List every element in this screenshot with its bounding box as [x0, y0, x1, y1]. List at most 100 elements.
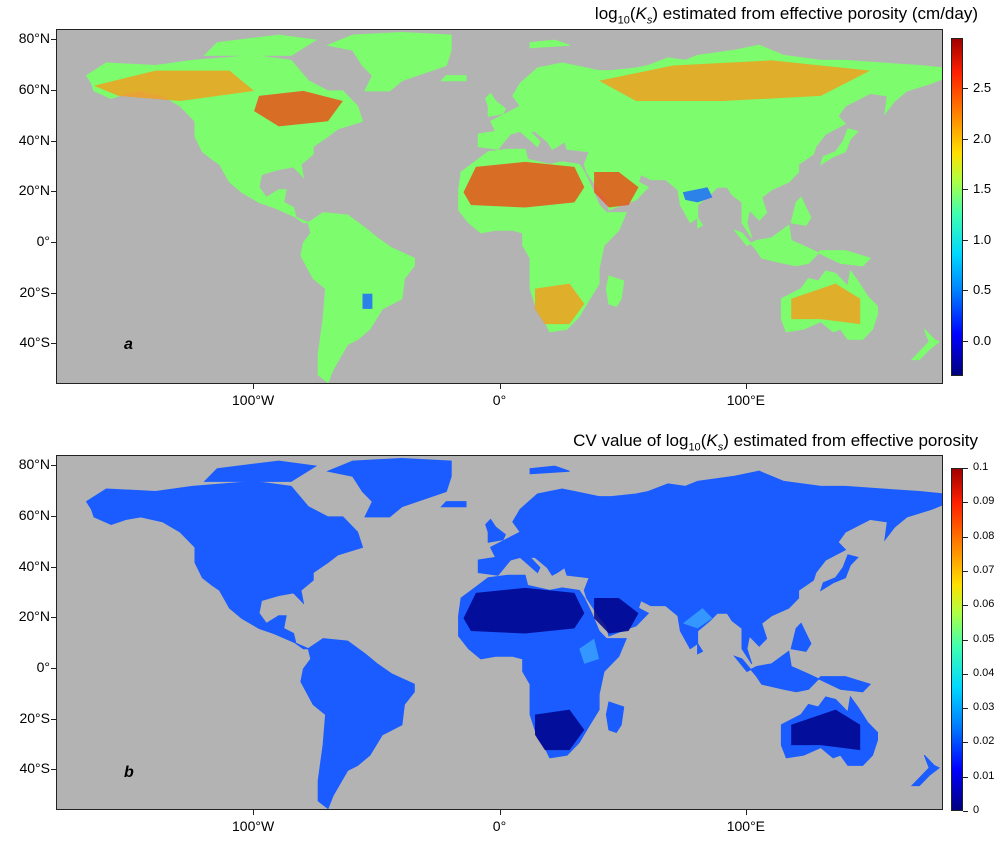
colorbar-label: 2.5 — [973, 80, 992, 96]
colorbar-tick — [963, 189, 968, 191]
colorbar-label: 0.06 — [973, 598, 995, 611]
y-tick — [51, 191, 56, 193]
landmass-philippines — [790, 196, 812, 226]
colorbar-label: 0.07 — [973, 563, 995, 576]
x-tick-label: 100°E — [726, 818, 766, 834]
region-southern-africa — [535, 709, 585, 751]
colorbar-label: 0.05 — [973, 632, 995, 645]
y-tick — [51, 769, 56, 771]
x-tick-label: 100°E — [726, 392, 766, 408]
landmass-svalbard — [529, 39, 570, 49]
colorbar-label: 0.08 — [973, 529, 995, 542]
y-tick — [51, 140, 56, 142]
landmass-madagascar — [605, 275, 625, 307]
y-tick-label: 40°S — [19, 334, 50, 351]
landmass-southAmerica — [300, 638, 415, 809]
map-b — [56, 455, 943, 810]
colorbar-tick — [963, 639, 968, 641]
colorbar-tick — [963, 673, 968, 675]
region-india-light — [682, 608, 713, 629]
colorbar-tick — [963, 708, 968, 710]
colorbar-tick — [963, 468, 968, 469]
y-tick-label: 0° — [36, 659, 50, 675]
landmass-iceland — [440, 75, 467, 82]
x-tick — [745, 384, 747, 389]
region-arabia — [594, 172, 639, 208]
landmass-indonesia — [733, 650, 872, 693]
y-tick — [51, 718, 56, 720]
region-east-africa-light — [579, 638, 600, 664]
region-southern-africa — [535, 283, 585, 325]
y-tick-label: 80°N — [18, 30, 50, 47]
colorbar-tick — [963, 239, 968, 241]
landmass-eurasia — [477, 44, 942, 239]
colorbar-tick — [963, 536, 968, 538]
region-sahara — [463, 161, 585, 208]
y-tick-label: 40°N — [18, 557, 50, 574]
region-india-low — [682, 187, 713, 203]
y-tick-label: 80°N — [18, 456, 50, 473]
colorbar-tick — [963, 502, 968, 504]
colorbar-tick — [963, 340, 968, 342]
colorbar-label: 0.04 — [973, 666, 995, 679]
x-tick — [499, 384, 501, 389]
y-tick-label: 20°N — [18, 608, 50, 625]
region-australia-interior — [791, 283, 861, 325]
x-tick — [745, 810, 747, 815]
colorbar-tick — [963, 742, 968, 744]
colorbar-tick — [963, 570, 968, 572]
y-tick — [51, 515, 56, 517]
colorbar-label: 0.02 — [973, 735, 995, 748]
y-tick-label: 20°N — [18, 182, 50, 199]
panel-letter-a: a — [124, 336, 133, 353]
landmass-svalbard — [529, 465, 570, 475]
map-a — [56, 29, 943, 384]
colorbar-tick — [963, 138, 968, 140]
y-tick — [51, 668, 56, 669]
y-tick — [51, 89, 56, 91]
map-b-svg — [85, 457, 942, 809]
colorbar-label: 0.01 — [973, 769, 995, 782]
x-tick-label: 100°W — [232, 392, 275, 408]
panel-b: CV value of log10(Ks) estimated from eff… — [0, 428, 1000, 855]
landmass-uk — [485, 92, 507, 117]
landmass-newzealand — [910, 754, 941, 787]
x-tick-label: 0° — [492, 818, 507, 834]
y-tick — [51, 465, 56, 467]
landmass-newzealand — [910, 328, 941, 361]
region-brazil-low — [362, 293, 373, 309]
landmass-madagascar — [605, 701, 625, 733]
x-tick — [253, 384, 255, 389]
landmass-sriLanka — [697, 641, 704, 655]
colorbar-b — [951, 468, 963, 811]
landmass-arcticIslands — [203, 460, 318, 482]
region-australia-interior — [791, 709, 861, 751]
colorbar-label: 0.03 — [973, 701, 995, 714]
panel-a-title: log10(Ks) estimated from effective poros… — [594, 4, 978, 27]
y-tick — [51, 292, 56, 294]
landmass-japan — [819, 554, 859, 592]
colorbar-label: 0.1 — [973, 461, 989, 473]
region-alaska-canada — [94, 70, 255, 101]
landmass-greenland — [326, 31, 452, 92]
y-tick — [51, 39, 56, 41]
colorbar-label: 0 — [973, 804, 980, 816]
region-siberia — [599, 60, 871, 101]
landmass-indonesia — [733, 224, 872, 267]
colorbar-tick — [963, 605, 968, 607]
colorbar-a — [951, 38, 963, 376]
y-tick-label: 20°S — [19, 283, 50, 300]
colorbar-tick — [963, 811, 968, 812]
y-tick-label: 40°N — [18, 131, 50, 148]
x-tick — [499, 810, 501, 815]
y-tick — [51, 617, 56, 619]
landmass-northAmerica — [85, 480, 364, 650]
x-tick — [253, 810, 255, 815]
colorbar-label: 1.5 — [973, 181, 992, 197]
y-tick — [51, 343, 56, 345]
map-a-svg — [85, 31, 942, 383]
landmass-greenland — [326, 457, 452, 518]
landmass-philippines — [790, 622, 812, 652]
panel-a: log10(Ks) estimated from effective poros… — [0, 0, 1000, 427]
colorbar-tick — [963, 290, 968, 292]
